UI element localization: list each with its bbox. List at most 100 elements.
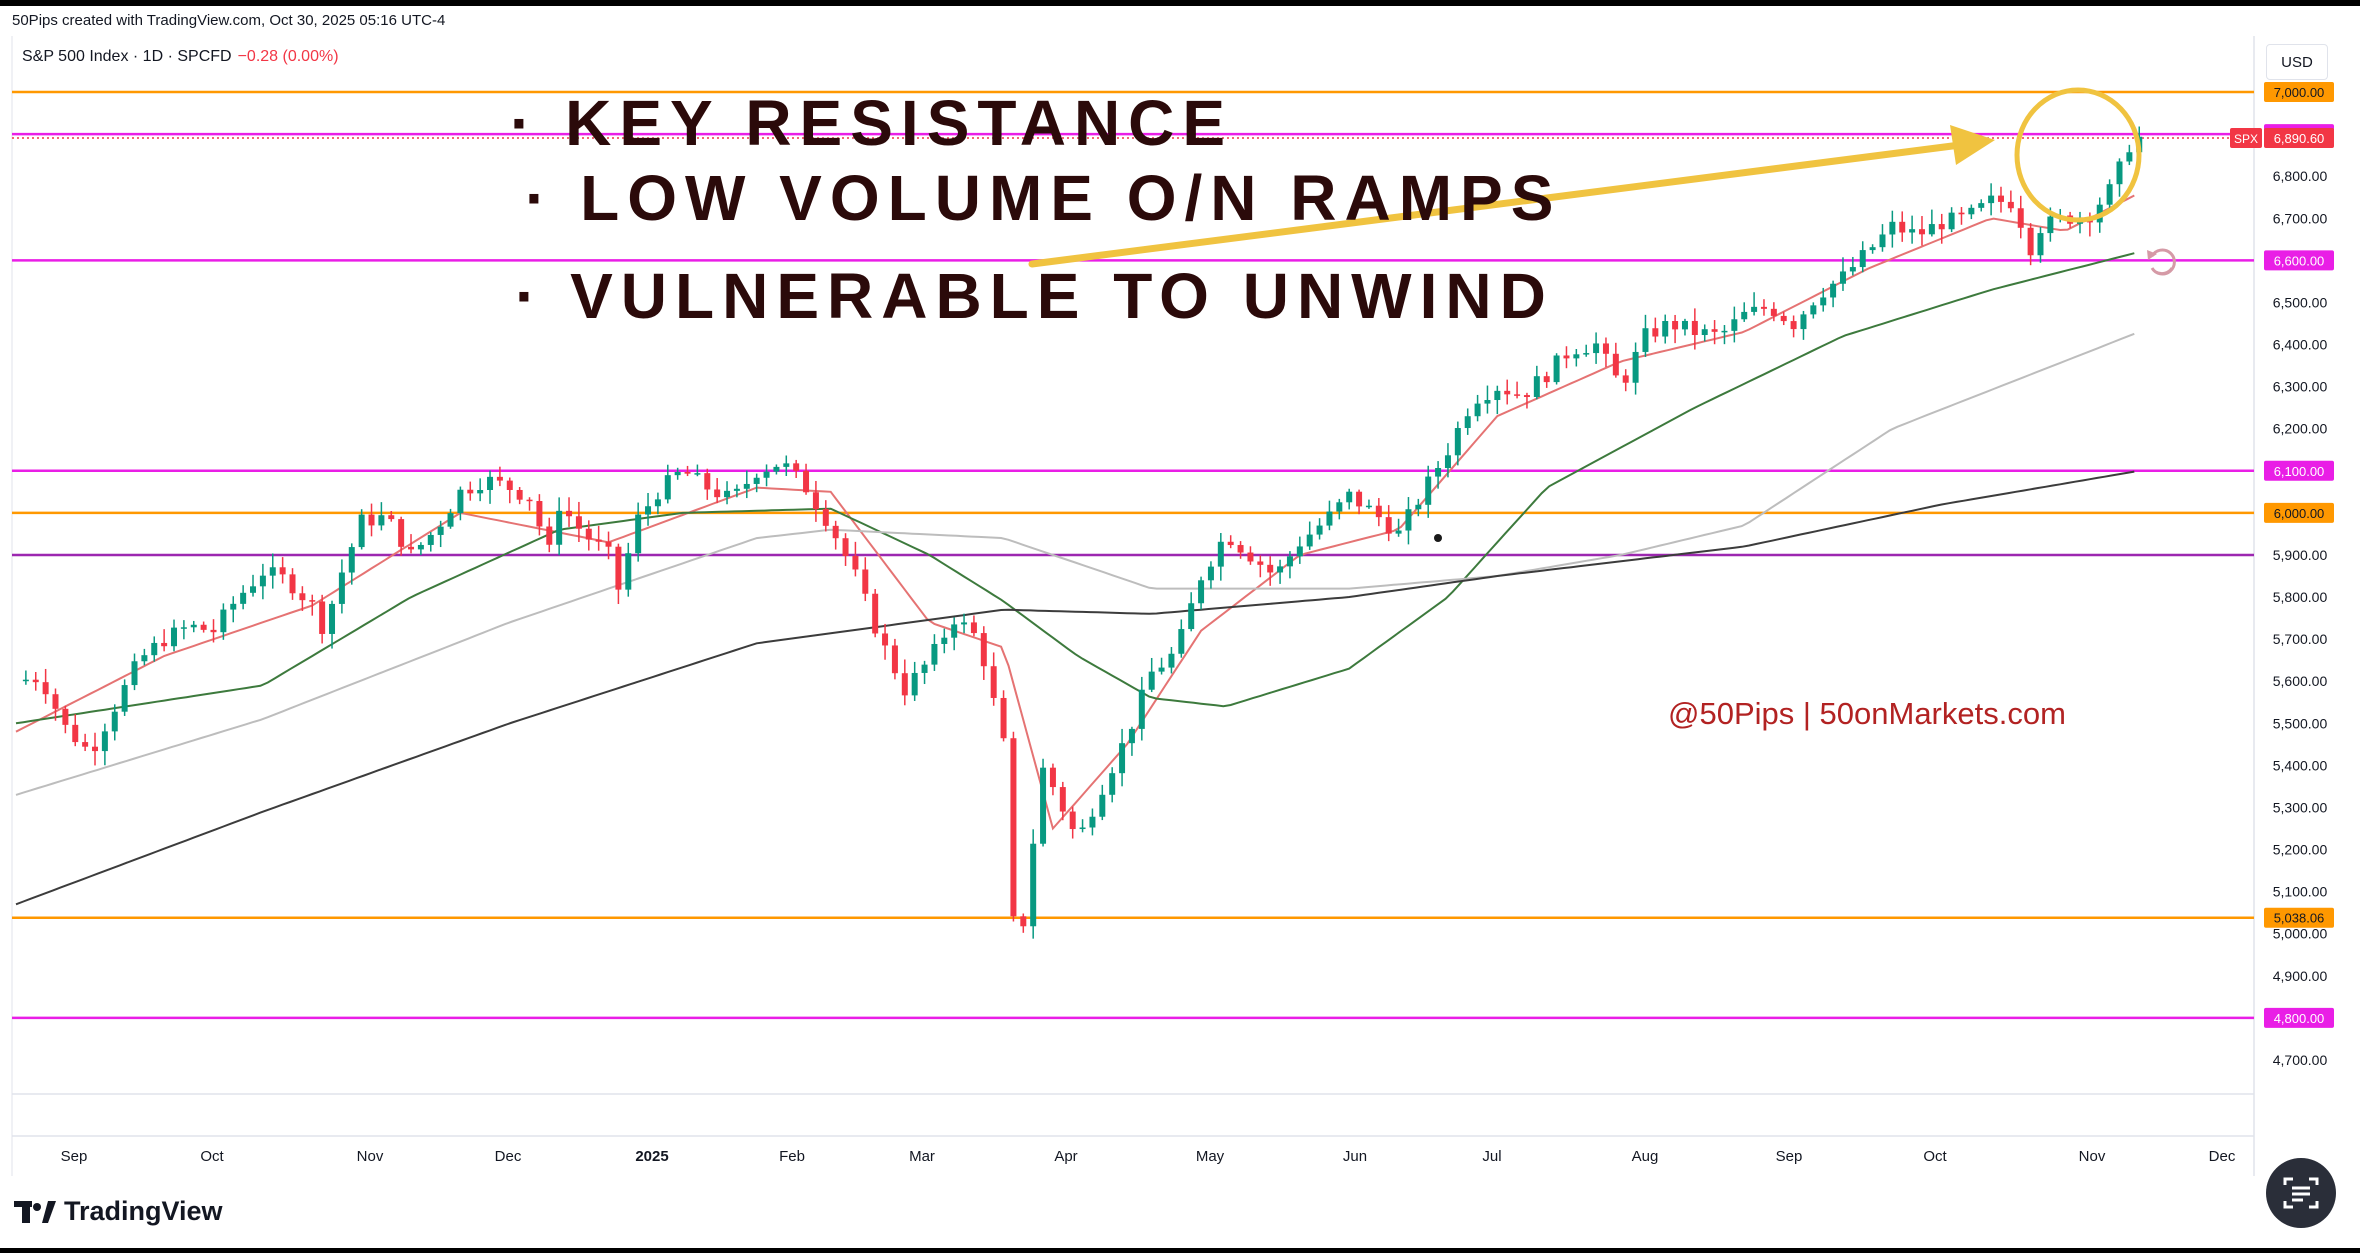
candle-body xyxy=(22,679,29,682)
candle-body xyxy=(891,645,898,674)
candle-body xyxy=(1988,195,1995,204)
candle-body xyxy=(378,515,385,526)
candle-body xyxy=(2126,152,2133,162)
candle-body xyxy=(1741,311,1748,320)
candle-body xyxy=(990,666,997,698)
level-price-tag xyxy=(2264,82,2334,102)
candle-body xyxy=(832,525,839,539)
candle-body xyxy=(1553,355,1560,383)
candle-body xyxy=(615,546,622,590)
candle-body xyxy=(684,472,691,474)
candle-body xyxy=(763,471,770,478)
candle-body xyxy=(980,633,987,667)
symbol-header[interactable]: S&P 500 Index · 1D · SPCFD −0.28 (0.00%) xyxy=(22,48,339,66)
candle-body xyxy=(753,477,760,484)
candle-body xyxy=(1879,234,1886,248)
level-price-tag xyxy=(2264,250,2334,271)
candle-body xyxy=(1760,306,1767,309)
y-tick-label: 5,300.00 xyxy=(2273,799,2328,815)
candle-body xyxy=(1721,330,1728,333)
candle-body xyxy=(1859,250,1866,268)
last-price-tag xyxy=(2264,128,2334,149)
candle-body xyxy=(467,489,474,494)
candle-body xyxy=(575,516,582,529)
candle-body xyxy=(151,642,158,656)
candle-body xyxy=(250,586,257,593)
screenshot-icon xyxy=(2283,1177,2319,1209)
x-tick-label: Feb xyxy=(779,1148,805,1165)
x-tick-label: Aug xyxy=(1632,1148,1659,1165)
candle-body xyxy=(961,622,968,625)
candle-body xyxy=(180,627,187,629)
candle-body xyxy=(1099,794,1106,817)
candle-body xyxy=(141,655,148,662)
y-tick-label: 4,900.00 xyxy=(2273,968,2328,984)
tradingview-logo[interactable]: TradingView xyxy=(14,1196,223,1227)
x-tick-label: Dec xyxy=(2209,1148,2236,1165)
moving-average-line xyxy=(15,332,2135,796)
candle-body xyxy=(1839,271,1846,284)
reset-chart-icon[interactable] xyxy=(2147,248,2176,276)
candle-body xyxy=(1119,743,1126,774)
candle-body xyxy=(506,480,513,490)
candle-body xyxy=(190,624,197,628)
candle-body xyxy=(2037,233,2044,256)
candle-body xyxy=(773,466,780,472)
candle-body xyxy=(625,553,632,590)
candle-body xyxy=(1286,556,1293,567)
candle-body xyxy=(1296,546,1303,557)
candle-body xyxy=(812,492,819,510)
candle-body xyxy=(556,510,563,545)
candle-body xyxy=(793,463,800,471)
candle-body xyxy=(1444,455,1451,469)
candle-body xyxy=(822,509,829,526)
currency-button[interactable]: USD xyxy=(2266,44,2328,80)
candle-body xyxy=(1415,504,1422,510)
candle-body xyxy=(1672,321,1679,330)
candle-body xyxy=(1217,541,1224,567)
candle-body xyxy=(1178,629,1185,654)
annotation-arrow xyxy=(1028,125,1995,268)
snapshot-button[interactable] xyxy=(2266,1158,2336,1228)
candle-body xyxy=(605,541,612,547)
candle-body xyxy=(1474,403,1481,417)
candle-body xyxy=(1326,511,1333,526)
candle-body xyxy=(338,572,345,604)
candle-body xyxy=(2027,227,2034,256)
symbol-label[interactable]: S&P 500 Index · 1D · SPCFD xyxy=(22,48,232,65)
candle-body xyxy=(289,574,296,594)
annotation-line-1: · KEY RESISTANCE xyxy=(510,87,1233,159)
candle-body xyxy=(1010,738,1017,917)
candle-body xyxy=(1543,376,1550,383)
candle-body xyxy=(941,637,948,644)
candle-body xyxy=(1820,297,1827,306)
candle-body xyxy=(1425,476,1432,505)
candle-body xyxy=(1040,767,1047,844)
candle-body xyxy=(427,534,434,545)
candle-body xyxy=(1948,212,1955,230)
candle-body xyxy=(536,501,543,527)
level-price-tag xyxy=(2264,907,2334,928)
candle-body xyxy=(388,515,395,520)
candle-body xyxy=(1563,355,1570,359)
tradingview-logo-text: TradingView xyxy=(64,1196,223,1226)
y-tick-label: 5,500.00 xyxy=(2273,715,2328,731)
candle-body xyxy=(1830,283,1837,298)
candle-body xyxy=(1158,667,1165,672)
candle-body xyxy=(111,711,118,732)
y-tick-label: 5,400.00 xyxy=(2273,757,2328,773)
candle-body xyxy=(447,513,454,527)
candle-body xyxy=(585,528,592,540)
candle-body xyxy=(901,673,908,696)
candle-body xyxy=(882,633,889,646)
level-price-label: 6,100.00 xyxy=(2274,464,2325,479)
candle-body xyxy=(1207,566,1214,581)
candle-body xyxy=(62,708,69,725)
x-tick-label: Oct xyxy=(1923,1148,1947,1165)
level-price-tag xyxy=(2264,1007,2334,1028)
candle-body xyxy=(2116,161,2123,185)
moving-average-line xyxy=(15,252,2135,725)
candle-body xyxy=(1464,416,1471,429)
level-price-tag xyxy=(2264,502,2334,523)
